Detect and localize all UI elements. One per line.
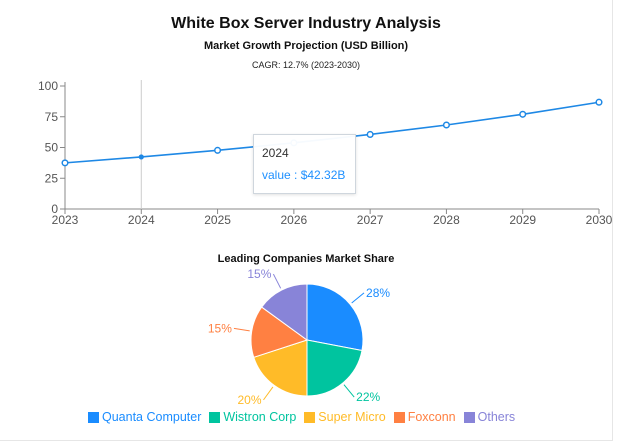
cagr-subtitle: CAGR: 12.7% (2023-2030): [251, 60, 361, 70]
page-title: White Box Server Industry Analysis: [171, 15, 441, 32]
y-tick-label: 50: [45, 141, 59, 155]
pie-slice: [306, 283, 364, 352]
pie-slice-label: 20%: [237, 393, 261, 407]
x-tick-label: 2027: [357, 213, 384, 227]
data-point: [519, 110, 527, 118]
data-point: [595, 98, 603, 106]
pie-leader-line: [272, 273, 282, 289]
pie-slice-label: 15%: [247, 267, 271, 281]
pie-slice-label: 28%: [366, 286, 390, 300]
pie-leader-line: [233, 327, 250, 332]
legend-swatch: [304, 411, 316, 423]
pie-leader-line: [343, 384, 355, 398]
tooltip-year: 2024: [262, 146, 289, 160]
x-tick-label: 2026: [281, 213, 308, 227]
y-tick-label: 75: [45, 110, 59, 124]
legend-label: Quanta Computer: [102, 410, 202, 424]
x-tick-label: 2023: [52, 213, 79, 227]
legend-swatch: [393, 411, 405, 423]
pie-leader-line: [263, 386, 274, 401]
x-tick-label: 2029: [509, 213, 536, 227]
pie-legend: Quanta Computer Wistron Corp Super Micro Fo…: [88, 410, 515, 424]
legend-item[interactable]: Quanta Computer: [88, 410, 201, 424]
legend-swatch: [88, 411, 99, 423]
pie-chart: 28% 22% 20% 15% 15%: [208, 267, 390, 407]
x-tick-label: 2030: [586, 213, 613, 227]
x-tick-label: 2028: [433, 213, 460, 227]
pie-slice-label: 22%: [356, 390, 380, 404]
chart-tooltip: 2024 value : $42.32B: [253, 134, 356, 194]
y-tick-label: 0: [51, 202, 58, 216]
pie-slice: [253, 339, 308, 397]
data-point: [442, 121, 450, 129]
legend-item[interactable]: Foxconn: [393, 410, 456, 424]
legend-item[interactable]: Wistron Corp: [209, 410, 296, 424]
legend-label: Others: [477, 410, 516, 424]
x-tick-label: 2025: [204, 213, 231, 227]
legend-swatch: [463, 411, 475, 423]
pie-slice: [260, 283, 308, 341]
pie-slice: [306, 339, 363, 397]
pie-chart-title: Leading Companies Market Share: [217, 253, 395, 265]
data-point-active: [138, 154, 144, 160]
y-tick-label: 100: [38, 79, 58, 93]
legend-label: Super Micro: [318, 410, 386, 424]
legend-item[interactable]: Others: [463, 410, 516, 424]
legend-swatch: [209, 411, 221, 423]
pie-slice-label: 15%: [208, 321, 232, 335]
data-point: [214, 146, 222, 154]
tooltip-value: value : $42.32B: [262, 168, 346, 182]
pie-slice: [250, 306, 309, 358]
data-point: [366, 130, 374, 139]
legend-label: Wistron Corp: [223, 410, 297, 424]
legend-item[interactable]: Super Micro: [304, 410, 386, 424]
pie-leader-line: [351, 292, 365, 304]
data-point: [61, 159, 69, 167]
line-chart-title: Market Growth Projection (USD Billion): [203, 40, 409, 52]
x-tick-label: 2024: [128, 213, 155, 227]
legend-label: Foxconn: [407, 410, 456, 424]
y-tick-label: 25: [45, 171, 59, 185]
